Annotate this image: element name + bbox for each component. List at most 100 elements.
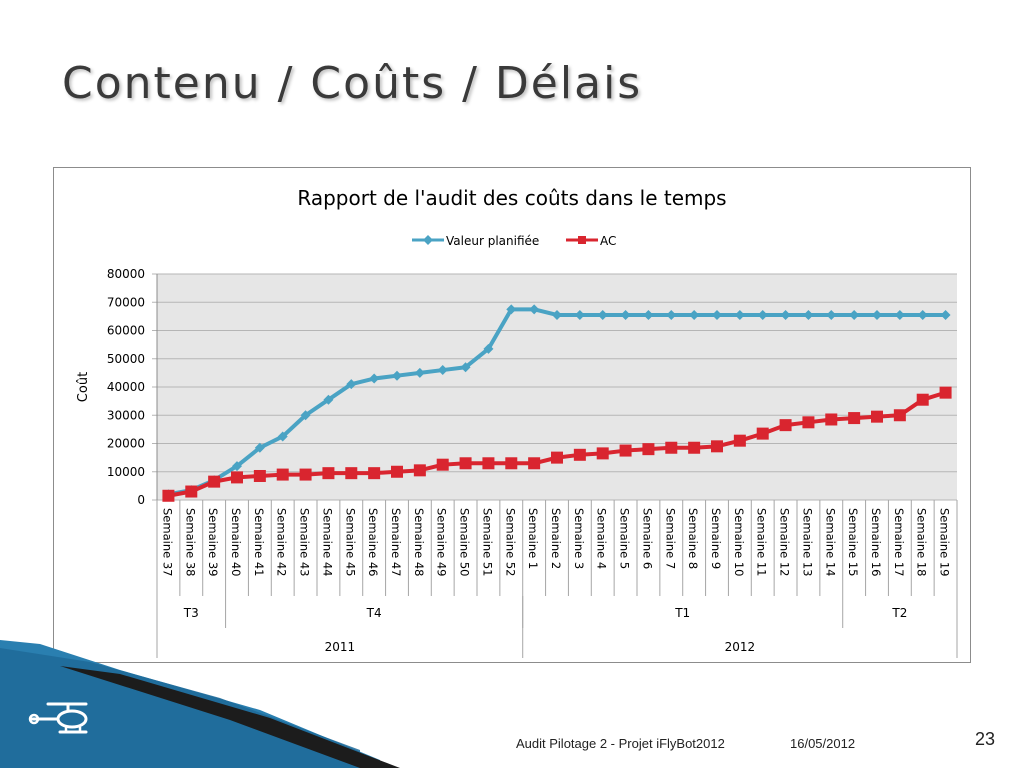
data-point-actual [368, 467, 381, 480]
data-point-planned [254, 442, 265, 453]
data-point-actual [391, 465, 403, 478]
year-label: 2011 [325, 640, 356, 654]
x-tick-label: Semaine 10 [732, 508, 746, 576]
x-tick-label: Semaine 51 [480, 508, 494, 576]
data-point-actual [505, 457, 518, 470]
data-point-actual [253, 469, 266, 482]
x-tick-label: Semaine 41 [252, 508, 266, 576]
legend-marker-1 [578, 236, 586, 244]
data-point-actual [299, 468, 312, 481]
x-tick-label: Semaine 14 [823, 508, 837, 576]
x-tick-label: Semaine 48 [412, 508, 426, 576]
year-label: 2012 [725, 640, 756, 654]
y-tick-label: 20000 [107, 437, 145, 451]
data-point-planned [666, 309, 677, 320]
data-point-planned [369, 373, 380, 384]
data-point-actual [596, 447, 609, 460]
x-tick-label: Semaine 37 [160, 508, 174, 576]
corner-decoration [0, 640, 400, 768]
data-point-planned [872, 309, 882, 320]
y-tick-label: 70000 [107, 295, 145, 309]
data-point-planned [940, 309, 951, 320]
y-tick-label: 0 [137, 493, 145, 507]
data-point-actual [825, 413, 838, 426]
data-point-actual [162, 489, 175, 502]
data-point-planned [689, 309, 700, 320]
data-point-actual [528, 457, 541, 470]
data-point-planned [232, 461, 242, 472]
data-point-actual [893, 409, 906, 422]
x-tick-label: Semaine 42 [275, 508, 289, 576]
data-point-planned [734, 309, 745, 320]
line-chart: Rapport de l'audit des coûts dans le tem… [76, 186, 958, 658]
y-tick-label: 60000 [107, 324, 145, 338]
data-point-planned [300, 410, 311, 421]
data-point-actual [345, 467, 358, 480]
x-tick-label: Semaine 45 [343, 508, 357, 576]
quarter-label: T2 [891, 606, 907, 620]
data-point-planned [277, 431, 288, 442]
quarter-label: T1 [674, 606, 690, 620]
data-point-actual [871, 410, 883, 423]
x-tick-label: Semaine 3 [572, 508, 586, 569]
data-point-actual [231, 471, 243, 484]
footer-date: 16/05/2012 [790, 736, 856, 751]
data-point-planned [460, 362, 471, 373]
data-point-planned [346, 379, 357, 390]
x-tick-label: Semaine 52 [503, 508, 517, 576]
x-tick-label: Semaine 43 [298, 508, 312, 576]
quarter-label: T4 [366, 606, 382, 620]
x-tick-label: Semaine 17 [892, 508, 906, 576]
data-point-actual [779, 419, 792, 432]
legend-marker-0 [423, 235, 433, 245]
data-point-planned [712, 309, 722, 320]
dark-swoosh [60, 666, 400, 768]
data-point-planned [620, 309, 631, 320]
data-point-planned [414, 367, 425, 378]
slide-title: Contenu / Coûts / Délais [62, 58, 643, 109]
data-point-actual [208, 475, 221, 488]
data-point-actual [665, 441, 678, 454]
x-tick-label: Semaine 7 [663, 508, 677, 569]
data-point-planned [392, 370, 402, 381]
x-tick-label: Semaine 40 [229, 508, 243, 576]
data-point-actual [711, 440, 723, 453]
data-point-actual [322, 467, 335, 480]
x-tick-label: Semaine 1 [526, 508, 540, 569]
data-point-actual [436, 458, 449, 471]
legend-label-1: AC [600, 234, 616, 248]
data-point-planned [894, 309, 905, 320]
x-tick-label: Semaine 9 [709, 508, 723, 569]
data-point-actual [802, 416, 815, 429]
data-point-planned [643, 309, 654, 320]
y-tick-label: 80000 [107, 267, 145, 281]
x-tick-label: Semaine 2 [549, 508, 563, 569]
data-point-planned [437, 365, 448, 376]
data-point-planned [529, 304, 540, 315]
data-point-planned [574, 309, 585, 320]
data-point-planned [757, 309, 768, 320]
x-tick-label: Semaine 6 [640, 508, 654, 569]
data-point-actual [756, 427, 769, 440]
legend-label-0: Valeur planifiée [446, 234, 539, 248]
data-point-planned [803, 309, 814, 320]
x-tick-label: Semaine 44 [320, 508, 334, 576]
quarter-label: T3 [183, 606, 199, 620]
x-tick-label: Semaine 11 [755, 508, 769, 576]
data-point-actual [573, 448, 586, 461]
helicopter-icon [28, 702, 88, 734]
data-point-actual [459, 457, 472, 470]
x-tick-label: Semaine 19 [938, 508, 952, 576]
data-point-actual [848, 412, 861, 425]
data-point-actual [688, 441, 701, 454]
data-point-actual [413, 464, 426, 477]
y-tick-label: 40000 [107, 380, 145, 394]
y-tick-label: 30000 [107, 408, 145, 422]
page-number: 23 [975, 729, 996, 749]
y-axis-label: Coût [76, 372, 91, 402]
data-point-actual [185, 485, 198, 498]
data-point-planned [483, 343, 494, 354]
x-tick-label: Semaine 39 [206, 508, 220, 576]
data-point-planned [917, 309, 928, 320]
data-point-actual [551, 451, 563, 464]
